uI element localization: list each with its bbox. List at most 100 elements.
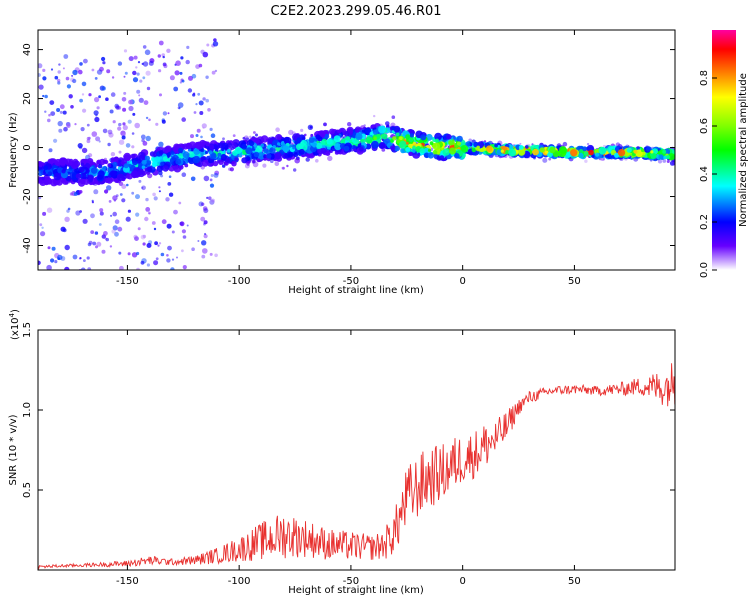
- spectrogram-point: [131, 145, 135, 149]
- spectrogram-point: [586, 142, 590, 146]
- spectrogram-point: [42, 94, 45, 98]
- spectrogram-point: [277, 142, 281, 146]
- spectrogram-point: [74, 123, 77, 126]
- spectrogram-point: [666, 160, 670, 163]
- spectrogram-point: [262, 163, 267, 168]
- spectrogram-point: [96, 69, 103, 75]
- spectrogram-point: [80, 127, 85, 132]
- spectrogram-point: [143, 100, 149, 105]
- spectrogram-point: [53, 138, 58, 143]
- spectrogram-point: [167, 245, 172, 251]
- spectrogram-point: [146, 263, 150, 267]
- spectrogram-point: [92, 241, 97, 246]
- spectrogram-point: [57, 254, 63, 261]
- spectrogram-point: [122, 122, 126, 126]
- spectrogram-point: [128, 56, 134, 62]
- spectrogram-point: [106, 185, 112, 191]
- spectrogram-point: [146, 160, 151, 166]
- spectrogram-point: [122, 107, 127, 112]
- spectrogram-point: [95, 136, 101, 142]
- spectrogram-point: [138, 97, 144, 103]
- spectrogram-point: [206, 43, 210, 47]
- spectrogram-point: [152, 160, 158, 166]
- spectrogram-point: [57, 81, 61, 85]
- spectrogram-point: [152, 192, 156, 197]
- spectrogram-point: [110, 92, 116, 97]
- spectrogram-point: [121, 184, 127, 189]
- spectrogram-point: [142, 234, 147, 239]
- spectrogram-point: [566, 152, 571, 157]
- spectrogram-point: [142, 76, 146, 80]
- spectrogram-point: [42, 68, 46, 72]
- spectrogram-point: [282, 145, 290, 153]
- spectrogram-point: [190, 134, 194, 139]
- spectrogram-point: [365, 127, 371, 134]
- snr-x-tick-label: -150: [116, 576, 139, 587]
- spectrogram-point: [317, 136, 323, 142]
- spectrogram-point: [75, 173, 82, 179]
- spectrogram-point: [81, 93, 85, 96]
- spectrogram-point: [202, 248, 208, 254]
- spectrogram-point: [157, 244, 160, 247]
- spectrogram-point: [140, 134, 146, 140]
- spectrogram-point: [202, 51, 209, 58]
- spectrogram-point: [225, 158, 231, 163]
- spectrogram-point: [258, 140, 262, 144]
- spectrogram-point: [91, 131, 98, 137]
- spectrogram-point: [41, 176, 45, 181]
- spectrogram-point: [570, 149, 578, 157]
- spectrogram-point: [86, 256, 90, 260]
- spectrogram-point: [549, 146, 556, 154]
- spectrogram-point: [66, 123, 71, 128]
- spectrogram-point: [432, 149, 438, 155]
- spectrogram-point: [79, 210, 82, 213]
- spectrogram-point: [241, 143, 248, 150]
- spectrogram-point: [162, 62, 167, 67]
- spectrogram-point: [588, 149, 594, 156]
- spectrogram-point: [80, 162, 85, 167]
- spectrogram-point: [109, 245, 113, 248]
- spectrogram-point: [91, 201, 94, 204]
- spectrogram-point: [316, 143, 323, 149]
- spectrogram-point: [190, 176, 196, 182]
- spectrogram-point: [200, 135, 203, 139]
- spectrogram-point: [39, 223, 43, 227]
- spectrogram-point: [77, 143, 83, 149]
- spectrogram-point: [179, 221, 183, 226]
- spectrogram-point: [181, 229, 186, 234]
- spectrogram-point: [62, 110, 67, 115]
- spectrogram-point: [200, 216, 206, 222]
- spectrogram-point: [132, 77, 139, 83]
- spectrogram-point: [333, 135, 341, 143]
- spectrogram-point: [131, 132, 135, 135]
- spectrogram-point: [67, 207, 71, 211]
- spectrogram-point: [82, 218, 88, 224]
- spectrogram-point: [191, 247, 195, 251]
- spectrogram-point: [399, 136, 403, 141]
- spectrogram-point: [132, 112, 136, 116]
- spectrogram-point: [210, 174, 214, 177]
- spectrogram-point: [38, 260, 41, 265]
- spectrogram-point: [152, 276, 157, 281]
- spectrogram-point: [185, 59, 190, 65]
- spectrogram-point: [136, 251, 140, 256]
- spectrogram-point: [391, 115, 396, 119]
- spectrogram-y-label: Frequency (Hz): [8, 112, 19, 188]
- spectrogram-point: [420, 134, 427, 141]
- spectrogram-point: [372, 129, 379, 135]
- spectrogram-point: [45, 273, 49, 277]
- spectrogram-point: [95, 245, 98, 249]
- spectrogram-point: [140, 260, 145, 265]
- spectrogram-point: [68, 94, 73, 99]
- spectrogram-point: [62, 67, 65, 70]
- spectrogram-point: [145, 70, 151, 76]
- spectrogram-point: [49, 100, 55, 105]
- spectrogram-point: [166, 258, 171, 263]
- spectrogram-point: [456, 141, 461, 146]
- spectrogram-point: [112, 225, 118, 231]
- spectrogram-point: [53, 172, 62, 181]
- spectrogram-point: [355, 127, 360, 133]
- spectrogram-point: [405, 134, 411, 140]
- spectrogram-point: [209, 127, 213, 131]
- spectrogram-point: [228, 167, 232, 171]
